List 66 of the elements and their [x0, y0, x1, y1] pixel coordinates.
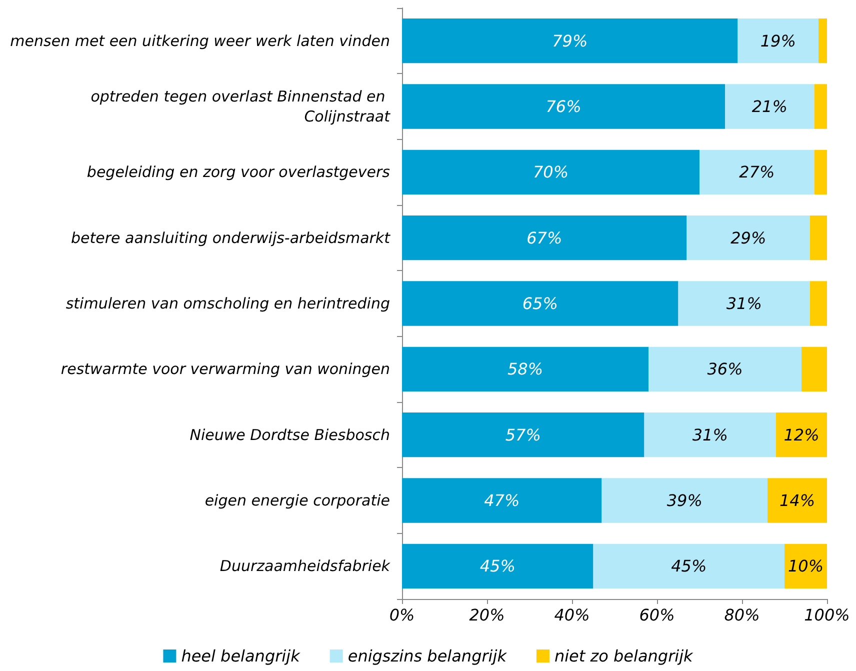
bar	[402, 544, 594, 588]
y-tick-label: eigen energie corporatie	[204, 492, 390, 510]
bar	[725, 84, 814, 129]
data-label: 29%	[730, 228, 766, 248]
data-label: 70%	[532, 162, 569, 182]
x-tick-label: 0%	[389, 606, 415, 624]
bar	[700, 150, 814, 194]
bar	[768, 478, 827, 523]
bar	[602, 478, 768, 523]
bar	[402, 150, 700, 194]
data-label: 27%	[739, 162, 775, 182]
x-tick-label: 20%	[469, 606, 505, 624]
x-tick-label: 100%	[804, 606, 850, 624]
y-tick-label: restwarmte voor verwarming van woningen	[60, 360, 390, 378]
data-label: 47%	[484, 491, 520, 510]
data-label: 31%	[726, 294, 762, 313]
bar	[802, 346, 827, 392]
y-tick-label: optreden tegen overlast Binnenstad en Colijnstraat	[90, 88, 392, 126]
x-tick-label: 80%	[724, 606, 760, 624]
bar	[738, 18, 818, 64]
bar	[810, 216, 827, 260]
data-label: 79%	[552, 31, 588, 50]
y-tick-label: stimuleren van omscholing en herintreding	[66, 294, 390, 312]
bar	[402, 281, 678, 326]
bar	[644, 412, 776, 458]
legend-label: enigszins belangrijk	[348, 646, 508, 666]
bar	[402, 412, 644, 458]
data-label: 58%	[507, 360, 544, 379]
bar	[678, 281, 810, 326]
bar	[648, 346, 802, 392]
data-label: 21%	[752, 97, 788, 116]
bar	[814, 150, 827, 194]
data-label: 10%	[788, 556, 824, 576]
y-tick-label: begeleiding en zorg voor overlastgevers	[86, 163, 390, 182]
data-label: 19%	[760, 31, 796, 50]
data-label: 65%	[522, 294, 558, 313]
data-label: 14%	[779, 491, 816, 510]
bar	[776, 412, 827, 458]
y-tick-label: betere aansluiting onderwijs-arbeidsmarkt	[71, 228, 392, 247]
bar	[818, 18, 827, 64]
y-tick-label: Duurzaamheidsfabriek	[220, 557, 392, 576]
legend-label: niet zo belangrijk	[554, 646, 694, 666]
data-label: 31%	[692, 425, 728, 444]
x-tick-label: 40%	[554, 606, 590, 624]
data-label: 12%	[784, 425, 820, 444]
bar	[814, 84, 827, 129]
x-tick-label: 60%	[639, 606, 675, 624]
bar	[784, 544, 827, 588]
bar	[402, 216, 687, 260]
y-tick-label: mensen met een uitkering weer werk laten vinden	[10, 32, 390, 50]
data-label: 45%	[671, 556, 707, 576]
y-tick-label: Nieuwe Dordtse Biesbosch	[190, 426, 390, 444]
bar	[402, 346, 648, 392]
legend-label: heel belangrijk	[181, 646, 301, 666]
bar	[686, 216, 810, 260]
bar	[810, 281, 827, 326]
data-label: 57%	[505, 425, 541, 444]
data-label: 67%	[526, 228, 562, 248]
bar	[402, 84, 725, 129]
bar	[593, 544, 784, 588]
bar	[402, 18, 738, 64]
data-label: 36%	[707, 360, 743, 379]
data-label: 76%	[546, 97, 582, 116]
bar	[402, 478, 602, 523]
data-label: 45%	[480, 556, 516, 576]
data-label: 39%	[666, 491, 702, 510]
